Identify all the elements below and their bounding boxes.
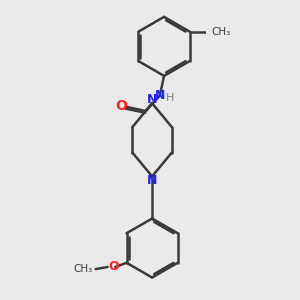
Text: N: N xyxy=(147,93,157,106)
Text: N: N xyxy=(154,89,165,102)
Text: H: H xyxy=(166,93,174,103)
Text: CH₃: CH₃ xyxy=(74,264,93,274)
Text: N: N xyxy=(147,174,157,187)
Text: O: O xyxy=(108,260,119,274)
Text: O: O xyxy=(115,99,127,113)
Text: CH₃: CH₃ xyxy=(212,27,231,37)
